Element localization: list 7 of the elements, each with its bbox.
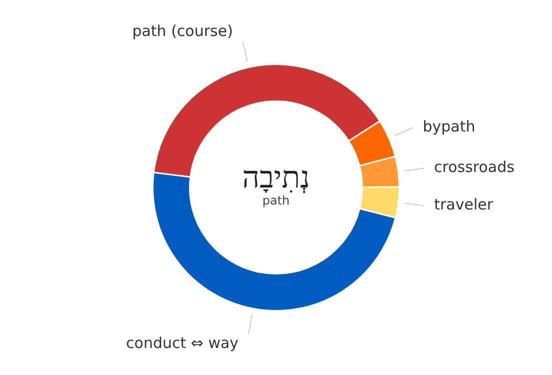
slice-label: crossroads	[434, 158, 515, 176]
slice-label: bypath	[422, 118, 476, 136]
text: path	[262, 194, 290, 208]
slice-label: conduct ⇔ way	[126, 334, 239, 352]
text: נְתִיבָה	[242, 160, 310, 196]
slice-label: path (course)	[132, 22, 233, 40]
slice-label: traveler	[434, 196, 494, 214]
